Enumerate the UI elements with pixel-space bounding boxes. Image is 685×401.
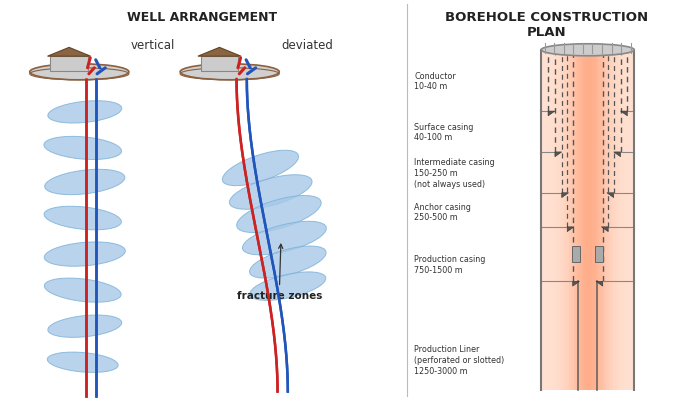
Bar	[599, 51, 601, 390]
Ellipse shape	[29, 65, 129, 81]
Bar	[576, 51, 578, 390]
Bar	[541, 51, 544, 390]
Polygon shape	[555, 152, 562, 157]
Text: Production casing
750-1500 m: Production casing 750-1500 m	[414, 255, 486, 275]
Ellipse shape	[45, 242, 125, 267]
Bar	[601, 51, 604, 390]
Bar	[597, 51, 599, 390]
Polygon shape	[47, 48, 90, 57]
FancyBboxPatch shape	[201, 57, 238, 72]
Bar	[623, 51, 625, 390]
Text: BOREHOLE CONSTRUCTION
PLAN: BOREHOLE CONSTRUCTION PLAN	[445, 11, 649, 38]
Polygon shape	[198, 48, 241, 57]
Text: fracture zones: fracture zones	[236, 245, 322, 300]
Bar	[560, 51, 562, 390]
Text: deviated: deviated	[281, 39, 333, 52]
Bar	[558, 51, 560, 390]
Ellipse shape	[249, 247, 326, 278]
Ellipse shape	[250, 272, 326, 301]
Bar	[566, 51, 569, 390]
Bar	[548, 51, 551, 390]
FancyBboxPatch shape	[572, 247, 580, 262]
Text: Production Liner
(perforated or slotted)
1250-3000 m: Production Liner (perforated or slotted)…	[414, 344, 505, 375]
Bar	[632, 51, 634, 390]
Ellipse shape	[541, 45, 634, 57]
Ellipse shape	[48, 315, 122, 338]
Bar	[595, 51, 597, 390]
Polygon shape	[567, 227, 574, 232]
Bar	[613, 51, 616, 390]
Ellipse shape	[48, 101, 122, 124]
Bar	[569, 51, 571, 390]
Bar	[593, 51, 595, 390]
Bar	[586, 51, 588, 390]
Ellipse shape	[180, 65, 279, 81]
Polygon shape	[614, 152, 621, 157]
Ellipse shape	[44, 207, 121, 230]
Ellipse shape	[229, 175, 312, 210]
FancyBboxPatch shape	[50, 57, 88, 72]
Bar	[574, 51, 576, 390]
Bar	[609, 51, 611, 390]
Text: vertical: vertical	[131, 39, 175, 52]
Bar	[625, 51, 627, 390]
Ellipse shape	[237, 196, 321, 233]
Polygon shape	[573, 282, 580, 286]
Bar	[553, 51, 555, 390]
Bar	[562, 51, 564, 390]
Text: Surface casing
40-100 m: Surface casing 40-100 m	[414, 122, 473, 142]
Bar	[555, 51, 558, 390]
Ellipse shape	[242, 222, 326, 255]
Bar	[630, 51, 632, 390]
Polygon shape	[562, 193, 569, 198]
Polygon shape	[601, 227, 608, 232]
Ellipse shape	[45, 170, 125, 195]
Text: Intermediate casing
150-250 m
(not always used): Intermediate casing 150-250 m (not alway…	[414, 158, 495, 188]
Bar	[618, 51, 620, 390]
Bar	[627, 51, 630, 390]
Bar	[590, 51, 593, 390]
Bar	[604, 51, 606, 390]
Bar	[578, 51, 581, 390]
Text: WELL ARRANGEMENT: WELL ARRANGEMENT	[127, 11, 277, 24]
Bar	[551, 51, 553, 390]
FancyBboxPatch shape	[595, 247, 603, 262]
Ellipse shape	[45, 278, 121, 302]
Bar	[588, 51, 590, 390]
Polygon shape	[548, 112, 555, 117]
Bar	[564, 51, 566, 390]
Bar	[583, 51, 586, 390]
Bar	[620, 51, 623, 390]
Text: Anchor casing
250-500 m: Anchor casing 250-500 m	[414, 202, 471, 222]
Text: Conductor
10-40 m: Conductor 10-40 m	[414, 71, 456, 91]
Bar	[616, 51, 618, 390]
Ellipse shape	[44, 137, 121, 160]
Bar	[611, 51, 613, 390]
Polygon shape	[607, 193, 614, 198]
Polygon shape	[621, 112, 627, 117]
Bar	[571, 51, 574, 390]
Bar	[544, 51, 546, 390]
Bar	[581, 51, 583, 390]
Bar	[606, 51, 609, 390]
Ellipse shape	[223, 151, 299, 186]
Bar	[546, 51, 548, 390]
Ellipse shape	[47, 352, 119, 373]
Polygon shape	[596, 282, 603, 286]
